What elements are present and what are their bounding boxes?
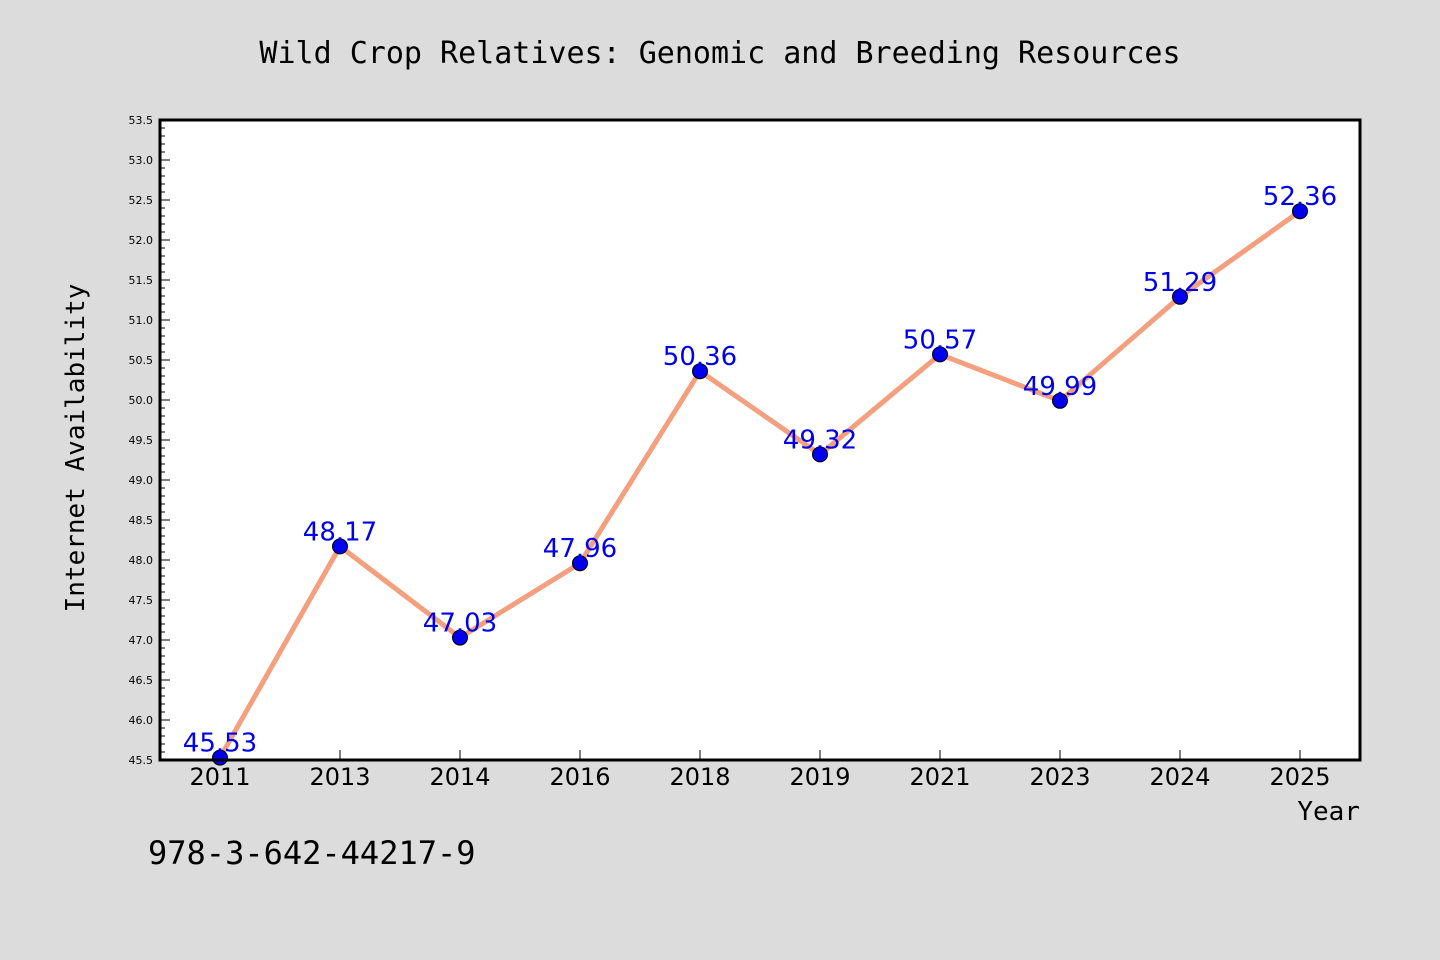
y-tick-label: 46.0: [129, 714, 154, 727]
x-tick-label: 2013: [309, 763, 370, 791]
data-point: [1172, 288, 1188, 305]
data-point: [332, 538, 348, 555]
series-line: [217, 208, 1303, 761]
x-tick-label: 2024: [1149, 763, 1210, 791]
data-point: [452, 629, 468, 646]
x-axis-title: Year: [1297, 797, 1360, 827]
y-tick-label: 50.5: [129, 354, 154, 367]
x-axis: 2011 2013 2014 2016 2018 2019 2021 2023 2024 2025: [189, 750, 1331, 791]
y-axis: 45.5 46.0 46.5 47.0 47.5 48.0 48.5 49.0 49.5 50.0…: [129, 114, 170, 767]
y-tick-label: 49.0: [129, 474, 154, 487]
x-tick-label: 2011: [189, 763, 250, 791]
data-label: 47.03: [423, 609, 497, 639]
y-tick-label: 48.0: [129, 554, 154, 567]
footnote-isbn: 978-3-642-44217-9: [148, 834, 476, 872]
data-label: 47.96: [543, 534, 617, 564]
data-label: 50.57: [903, 325, 977, 355]
data-label-layer: 45.53 48.17 47.03 47.96 50.36 49.32 50.57 49.99…: [183, 182, 1337, 758]
data-label: 45.53: [183, 729, 257, 759]
y-tick-label: 53.5: [129, 114, 154, 127]
x-tick-label: 2014: [429, 763, 490, 791]
x-tick-label: 2023: [1029, 763, 1090, 791]
y-tick-label: 52.0: [129, 234, 154, 247]
data-label: 49.32: [783, 425, 857, 455]
x-tick-label: 2021: [909, 763, 970, 791]
x-tick-label: 2016: [549, 763, 610, 791]
data-point: [1292, 203, 1308, 220]
plot-area: [160, 120, 1360, 760]
data-label: 52.36: [1263, 182, 1337, 212]
y-tick-label: 48.5: [129, 514, 154, 527]
y-tick-label: 49.5: [129, 434, 154, 447]
data-point: [812, 446, 828, 463]
data-point: [1052, 392, 1068, 409]
y-tick-label: 51.0: [129, 314, 154, 327]
y-tick-label: 52.5: [129, 194, 154, 207]
y-tick-label: 47.0: [129, 634, 154, 647]
y-tick-label: 45.5: [129, 754, 154, 767]
plot-frame: [158, 118, 1362, 762]
data-point: [572, 555, 588, 572]
data-label: 50.36: [663, 342, 737, 372]
data-label: 51.29: [1143, 268, 1217, 298]
x-tick-label: 2019: [789, 763, 850, 791]
data-point: [692, 363, 708, 380]
data-point: [932, 346, 948, 363]
x-tick-label: 2018: [669, 763, 730, 791]
y-tick-label: 53.0: [129, 154, 154, 167]
data-label: 48.17: [303, 517, 377, 547]
data-label: 49.99: [1023, 372, 1097, 402]
y-tick-label: 50.0: [129, 394, 154, 407]
chart-title: Wild Crop Relatives: Genomic and Breedin…: [259, 36, 1180, 71]
y-tick-label: 51.5: [129, 274, 154, 287]
y-tick-label: 47.5: [129, 594, 154, 607]
y-tick-label: 46.5: [129, 674, 154, 687]
y-axis-title: Internet Availability: [61, 284, 91, 613]
x-tick-label: 2025: [1269, 763, 1330, 791]
